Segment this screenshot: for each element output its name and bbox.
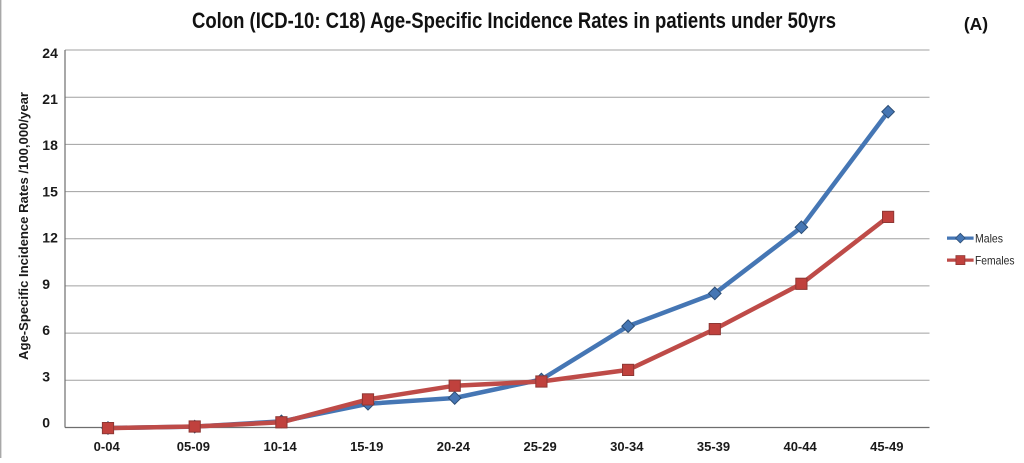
svg-text:Age-Specific Incidence Rates /: Age-Specific Incidence Rates /100,000/ye… [17,92,31,360]
svg-text:0: 0 [42,415,50,431]
svg-text:15-19: 15-19 [350,439,383,454]
svg-text:21: 21 [42,91,58,107]
svg-text:10-14: 10-14 [263,439,297,454]
svg-text:6: 6 [42,322,50,338]
svg-text:30-34: 30-34 [610,439,644,454]
svg-text:3: 3 [42,368,50,384]
svg-text:45-49: 45-49 [870,439,903,454]
svg-text:25-29: 25-29 [523,439,556,454]
svg-text:12: 12 [42,230,58,246]
svg-text:0-04: 0-04 [94,439,121,454]
svg-text:40-44: 40-44 [783,439,817,454]
svg-text:20-24: 20-24 [437,439,471,454]
svg-text:18: 18 [42,137,58,153]
svg-text:05-09: 05-09 [177,439,210,454]
svg-text:Colon (ICD-10: C18) Age-Specif: Colon (ICD-10: C18) Age-Specific Inciden… [192,8,836,33]
svg-text:35-39: 35-39 [697,439,730,454]
svg-text:15: 15 [42,183,58,199]
svg-text:Males: Males [975,231,1003,245]
svg-text:24: 24 [42,45,58,61]
svg-text:9: 9 [42,276,50,292]
svg-text:(A): (A) [964,14,988,34]
svg-text:Females: Females [975,253,1015,267]
